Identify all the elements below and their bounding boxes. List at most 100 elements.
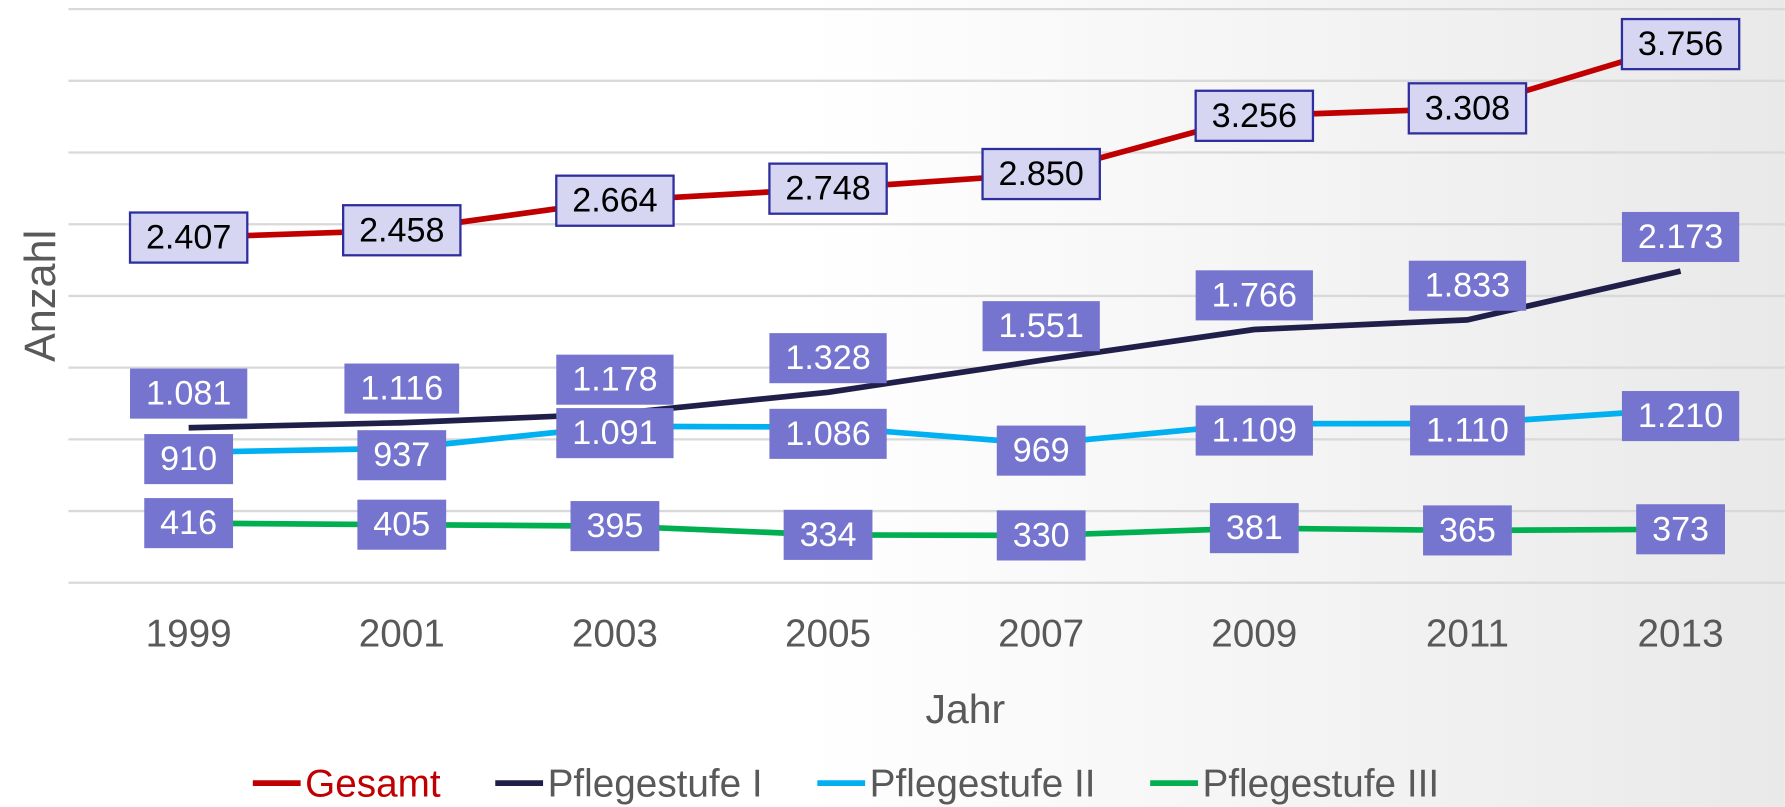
data-label-box [1636, 504, 1725, 555]
data-label: 2.748 [768, 162, 888, 215]
data-label-text: 365 [1439, 511, 1496, 549]
x-tick-label: 2003 [572, 612, 658, 655]
data-label: 3.756 [1620, 17, 1741, 71]
data-label-text: 937 [373, 436, 430, 474]
data-label: 2.458 [342, 204, 462, 257]
data-label: 1.081 [130, 368, 248, 419]
data-label-text: 3.256 [1212, 97, 1297, 135]
data-label-box [130, 368, 248, 419]
data-label: 1.328 [769, 333, 887, 384]
data-label-text: 1.081 [146, 375, 231, 413]
data-label: 2.407 [128, 211, 249, 264]
data-label-box [342, 204, 462, 257]
data-label-box [1423, 505, 1512, 556]
data-label: 365 [1423, 505, 1512, 556]
data-label-text: 381 [1226, 509, 1283, 547]
data-label-box [1195, 270, 1313, 321]
data-label-text: 969 [1013, 432, 1070, 470]
data-label-box [1209, 503, 1299, 554]
data-label-text: 1.178 [572, 361, 657, 399]
data-label: 2.664 [555, 174, 675, 227]
data-label: 937 [357, 430, 447, 481]
data-label-box [570, 501, 660, 552]
data-label-box [1195, 405, 1313, 456]
data-label-text: 1.328 [785, 339, 870, 377]
data-label: 373 [1636, 504, 1725, 555]
data-label: 405 [357, 499, 447, 550]
data-label-text: 1.210 [1638, 397, 1723, 435]
x-tick-label: 2013 [1638, 612, 1724, 655]
data-label-text: 2.407 [146, 219, 231, 257]
data-label-box [556, 408, 674, 459]
data-label: 3.308 [1407, 82, 1528, 135]
data-label: 395 [570, 501, 660, 552]
data-label: 416 [144, 498, 234, 549]
data-label: 1.833 [1408, 260, 1527, 311]
data-label-box [1620, 17, 1741, 71]
data-label-box [1621, 211, 1740, 263]
data-label: 1.551 [982, 301, 1100, 352]
data-label-text: 1.833 [1425, 267, 1510, 305]
legend-label: Gesamt [305, 763, 441, 806]
data-label: 330 [996, 510, 1086, 561]
data-label: 1.110 [1410, 405, 1525, 456]
data-label-text: 2.748 [785, 170, 870, 208]
data-label-text: 2.664 [572, 182, 657, 220]
data-label-box [1408, 260, 1527, 311]
data-label: 969 [996, 425, 1086, 476]
data-label-box [996, 510, 1086, 561]
data-label: 1.178 [556, 354, 674, 405]
data-label: 1.109 [1195, 405, 1313, 456]
data-label-text: 1.551 [998, 307, 1083, 345]
data-label-text: 330 [1013, 516, 1070, 554]
data-label: 910 [144, 434, 234, 485]
data-label-text: 405 [373, 506, 430, 544]
data-label-text: 1.109 [1212, 412, 1297, 450]
data-label-box [1407, 82, 1528, 135]
data-label-box [982, 301, 1100, 352]
data-label: 1.766 [1195, 270, 1313, 321]
data-label: 2.850 [981, 147, 1101, 201]
data-label-box [783, 509, 873, 560]
legend-label: Pflegestufe II [870, 763, 1096, 806]
data-label: 1.086 [769, 408, 887, 459]
y-axis-title: Anzahl [17, 230, 65, 362]
series-line [188, 268, 1682, 431]
data-label-box [555, 174, 675, 227]
data-label: 3.256 [1194, 89, 1315, 142]
data-label: 381 [1209, 503, 1299, 554]
data-label: 334 [783, 509, 873, 560]
data-label-text: 1.086 [785, 415, 870, 453]
data-label-text: 3.756 [1638, 25, 1723, 63]
data-label-box [996, 425, 1086, 476]
data-label-box [357, 430, 447, 481]
data-label-box [128, 211, 249, 264]
data-label: 1.210 [1621, 391, 1740, 442]
data-label-box [981, 147, 1101, 201]
data-label-text: 1.091 [572, 414, 657, 452]
data-label-box [769, 333, 887, 384]
x-axis-title: Jahr [925, 686, 1005, 732]
data-label-box [144, 434, 234, 485]
data-label: 1.116 [344, 363, 460, 414]
data-label-text: 910 [160, 440, 217, 478]
data-label-text: 3.308 [1425, 89, 1510, 127]
data-label-text: 2.173 [1638, 218, 1723, 256]
data-label: 2.173 [1621, 211, 1740, 263]
data-label-box [357, 499, 447, 550]
x-tick-label: 2007 [998, 612, 1084, 655]
data-label-text: 416 [160, 504, 217, 542]
data-label-text: 1.116 [360, 370, 443, 408]
legend-label: Pflegestufe I [548, 763, 763, 806]
legend-label: Pflegestufe III [1203, 763, 1440, 806]
x-tick-label: 2001 [359, 612, 445, 655]
data-label-text: 1.766 [1212, 276, 1297, 314]
data-label: 1.091 [556, 408, 674, 459]
x-tick-label: 2011 [1426, 612, 1509, 655]
data-label-text: 1.110 [1426, 411, 1509, 449]
data-label-text: 2.850 [998, 155, 1083, 193]
x-tick-label: 2009 [1211, 612, 1297, 655]
data-label-box [1194, 89, 1315, 142]
data-label-box [344, 363, 460, 414]
